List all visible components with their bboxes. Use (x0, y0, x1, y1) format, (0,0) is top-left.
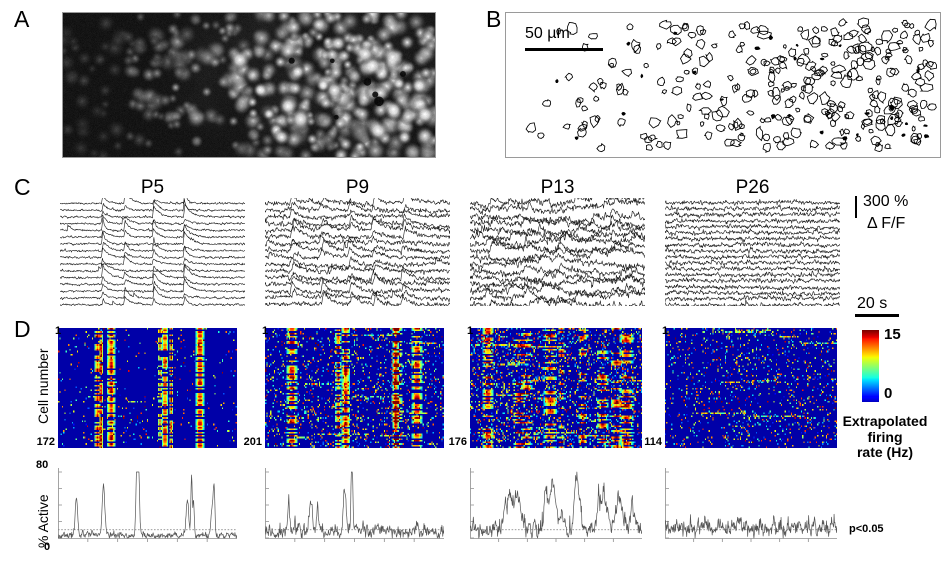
panel-letter-a: A (14, 6, 30, 32)
heatmap-last-cell-p26: 114 (644, 436, 662, 448)
colorbar-gradient (862, 330, 879, 402)
scale-bar-label-dff: Δ F/F (867, 215, 906, 232)
percent-active-plot-p5 (58, 466, 237, 552)
heatmap-last-cell-p13: 176 (448, 436, 467, 448)
firing-rate-heatmap-p26 (665, 328, 837, 448)
scale-bar-microns (525, 48, 603, 51)
scale-bar-label-time: 20 s (857, 295, 888, 312)
roi-contour-map (506, 13, 940, 157)
trace-column-label-p5: P5 (140, 177, 165, 198)
calcium-traces-p5 (60, 198, 245, 306)
colorbar-caption-line3: rate (Hz) (856, 444, 913, 461)
colorbar-caption-line2: firing (867, 428, 903, 445)
trace-column-label-p13: P13 (540, 177, 575, 198)
trace-column-label-p9: P9 (345, 177, 370, 198)
scale-bar-label-microns: 50 µm (525, 25, 570, 42)
heatmap-last-cell-p5: 172 (36, 436, 55, 448)
colorbar-max-label: 15 (884, 326, 901, 343)
colorbar-caption-line1: Extrapolated (842, 413, 928, 429)
cell-number-axis-title: Cell number (35, 348, 51, 424)
panel-a-image-frame (62, 12, 436, 158)
percent-active-plot-p26 (665, 466, 837, 552)
panel-b-roi-frame (505, 12, 941, 158)
firing-rate-heatmap-p13 (470, 328, 642, 448)
significance-threshold-label: p<0.05 (849, 522, 884, 535)
percent-active-axis-title: % Active (35, 494, 51, 548)
firing-rate-heatmap-p5 (58, 328, 237, 448)
scale-bar-time (855, 314, 899, 317)
panel-letter-b: B (486, 6, 502, 32)
calcium-traces-p13 (470, 198, 645, 306)
heatmap-last-cell-p9: 201 (243, 436, 262, 448)
calcium-traces-p9 (265, 198, 450, 306)
fluorescence-image (63, 13, 435, 157)
colorbar-min-label: 0 (884, 385, 893, 402)
scale-bar-label-percent: 300 % (863, 193, 909, 210)
percent-active-plot-p9 (265, 466, 444, 552)
percent-active-plot-p13 (470, 466, 642, 552)
panel-letter-d: D (14, 316, 31, 342)
colorbar-caption: Extrapolated firing rate (Hz) (830, 413, 940, 461)
calcium-traces-p26 (665, 198, 840, 306)
percent-active-min-tick: 0 (44, 541, 51, 553)
firing-rate-heatmap-p9 (265, 328, 444, 448)
trace-column-label-p26: P26 (735, 177, 770, 198)
percent-active-max-tick: 80 (36, 459, 49, 471)
scale-bar-dff (855, 196, 857, 218)
panel-letter-c: C (14, 174, 31, 200)
